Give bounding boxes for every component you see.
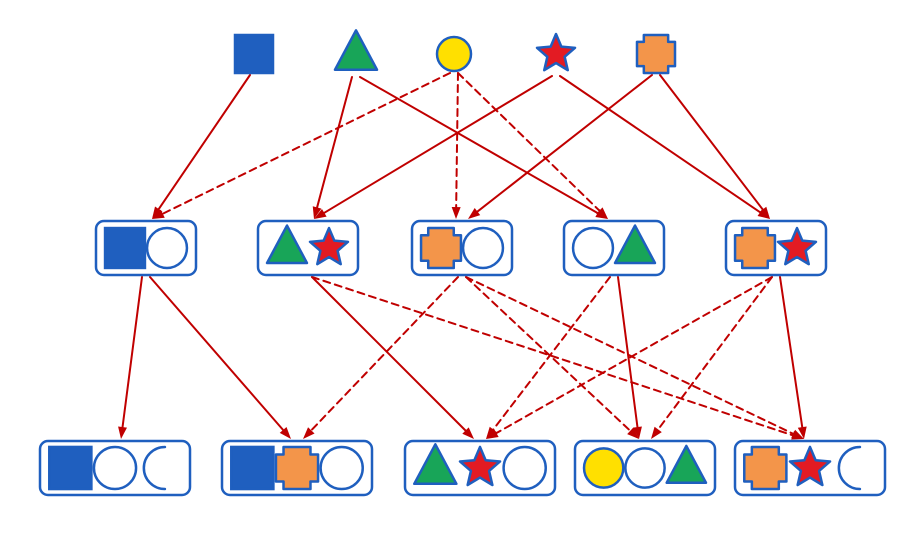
plus-icon (637, 35, 675, 73)
circle-empty-icon (147, 228, 187, 268)
arrow (452, 73, 461, 219)
shape-group-box (40, 441, 190, 495)
shape-group-box (405, 441, 555, 495)
shape-group-box (575, 441, 715, 495)
arrow (314, 76, 552, 219)
shape-group-box (735, 441, 885, 495)
plus-icon (421, 228, 461, 268)
circle-empty-icon (463, 228, 503, 268)
arrow (780, 277, 807, 439)
circle-empty-icon (573, 228, 613, 268)
circle-empty-icon (625, 448, 664, 487)
arrow (312, 277, 474, 439)
square-icon (105, 228, 145, 268)
square-icon (49, 447, 91, 489)
shape-network-diagram (0, 0, 922, 543)
circle-yellow-icon (437, 37, 471, 71)
triangle-icon (335, 30, 377, 69)
arrow (118, 277, 142, 439)
shape-group-box (222, 441, 372, 495)
shape-group-box (726, 221, 826, 275)
arrow (560, 76, 770, 219)
shape-group-box (564, 221, 664, 275)
arrow (313, 77, 352, 219)
plus-icon (735, 228, 775, 268)
arrow (468, 75, 652, 219)
circle-yellow-icon (584, 448, 623, 487)
arrow (303, 277, 458, 439)
arrow (152, 75, 250, 219)
arrow (150, 277, 291, 439)
boxes-layer (40, 221, 885, 495)
arrow (486, 277, 610, 439)
shape-group-box (258, 221, 358, 275)
shape-group-box (412, 221, 512, 275)
circle-empty-icon (321, 447, 363, 489)
shapes-layer (235, 30, 675, 73)
arrow (152, 73, 450, 219)
circle-empty-icon (94, 447, 136, 489)
shape-group-box (96, 221, 196, 275)
circle-empty-icon (504, 447, 546, 489)
star-icon (537, 34, 575, 70)
square-icon (235, 35, 273, 73)
square-icon (231, 447, 273, 489)
arrow (660, 75, 770, 219)
arrow (466, 277, 639, 439)
